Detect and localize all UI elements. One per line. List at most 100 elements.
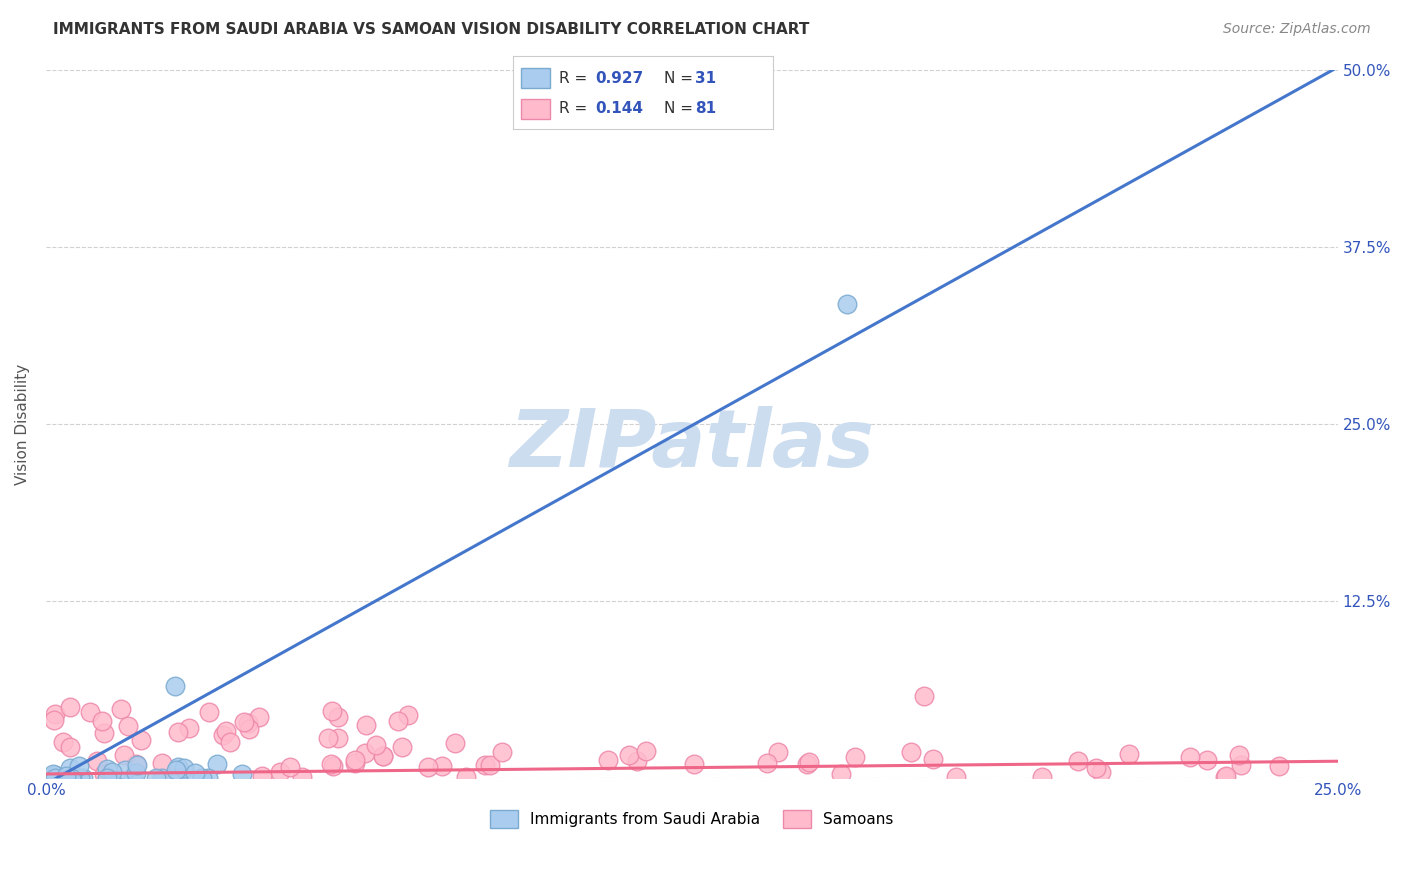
Point [44,706,66,721]
Point [373,749,395,764]
Point [354,718,377,732]
Point [443,735,465,749]
Point [60,771,83,785]
Y-axis label: Vision Disability: Vision Disability [15,364,30,484]
Point [364,738,387,752]
Point [198,705,221,719]
Point [478,757,501,772]
Point [353,746,375,760]
Point [125,757,148,772]
Text: N =: N = [664,102,697,116]
Point [796,757,818,772]
Point [269,765,291,780]
Point [114,763,136,777]
Point [322,759,344,773]
Point [173,762,195,776]
Point [42,766,65,780]
Point [112,748,135,763]
Point [766,745,789,759]
Text: ZIPatlas: ZIPatlas [509,407,875,484]
Point [344,756,367,770]
Point [912,689,935,703]
Text: N =: N = [664,70,697,86]
Point [900,746,922,760]
Point [167,760,190,774]
Point [52,735,75,749]
Point [218,735,240,749]
Point [55,769,77,783]
Point [214,723,236,738]
Point [316,731,339,745]
Point [96,762,118,776]
Text: 0.927: 0.927 [595,70,644,86]
Point [91,714,114,728]
Point [1084,760,1107,774]
Point [184,766,207,780]
Point [1090,764,1112,779]
Text: 0.144: 0.144 [595,102,643,116]
Point [387,714,409,729]
Point [238,722,260,736]
Point [797,755,820,769]
Point [190,771,212,785]
Bar [522,99,550,120]
Point [150,771,173,785]
Point [129,733,152,747]
Point [1178,749,1201,764]
Point [430,758,453,772]
Point [231,767,253,781]
Text: R =: R = [558,102,592,116]
Point [150,756,173,770]
Point [278,759,301,773]
Point [250,769,273,783]
Point [1215,770,1237,784]
Bar [522,68,550,88]
Point [619,748,641,763]
Point [835,297,858,311]
Point [326,710,349,724]
Point [236,715,259,730]
Point [145,771,167,785]
Point [233,715,256,730]
Point [1227,747,1250,762]
Point [125,758,148,772]
Point [93,767,115,781]
Point [921,751,943,765]
Point [42,713,65,727]
Point [162,771,184,785]
Point [596,753,619,767]
Point [396,708,419,723]
Point [59,700,82,714]
Point [626,754,648,768]
Text: Source: ZipAtlas.com: Source: ZipAtlas.com [1223,22,1371,37]
Point [682,756,704,771]
Point [58,739,80,754]
Point [291,770,314,784]
Text: R =: R = [558,70,592,86]
Point [830,767,852,781]
Point [844,750,866,764]
Point [179,721,201,735]
Legend: Immigrants from Saudi Arabia, Samoans: Immigrants from Saudi Arabia, Samoans [484,804,900,834]
Point [79,705,101,719]
Point [110,701,132,715]
Point [165,679,187,693]
Point [474,758,496,772]
Point [69,771,91,785]
Point [72,771,94,785]
Point [247,710,270,724]
Point [491,745,513,759]
Point [205,757,228,772]
Point [371,749,394,764]
Point [1031,771,1053,785]
Text: IMMIGRANTS FROM SAUDI ARABIA VS SAMOAN VISION DISABILITY CORRELATION CHART: IMMIGRANTS FROM SAUDI ARABIA VS SAMOAN V… [53,22,810,37]
Point [165,763,187,777]
Point [1067,754,1090,768]
Point [1229,758,1251,772]
Point [454,770,477,784]
Point [86,754,108,768]
Point [391,739,413,754]
Point [1215,769,1237,783]
Point [945,770,967,784]
Point [755,756,778,770]
